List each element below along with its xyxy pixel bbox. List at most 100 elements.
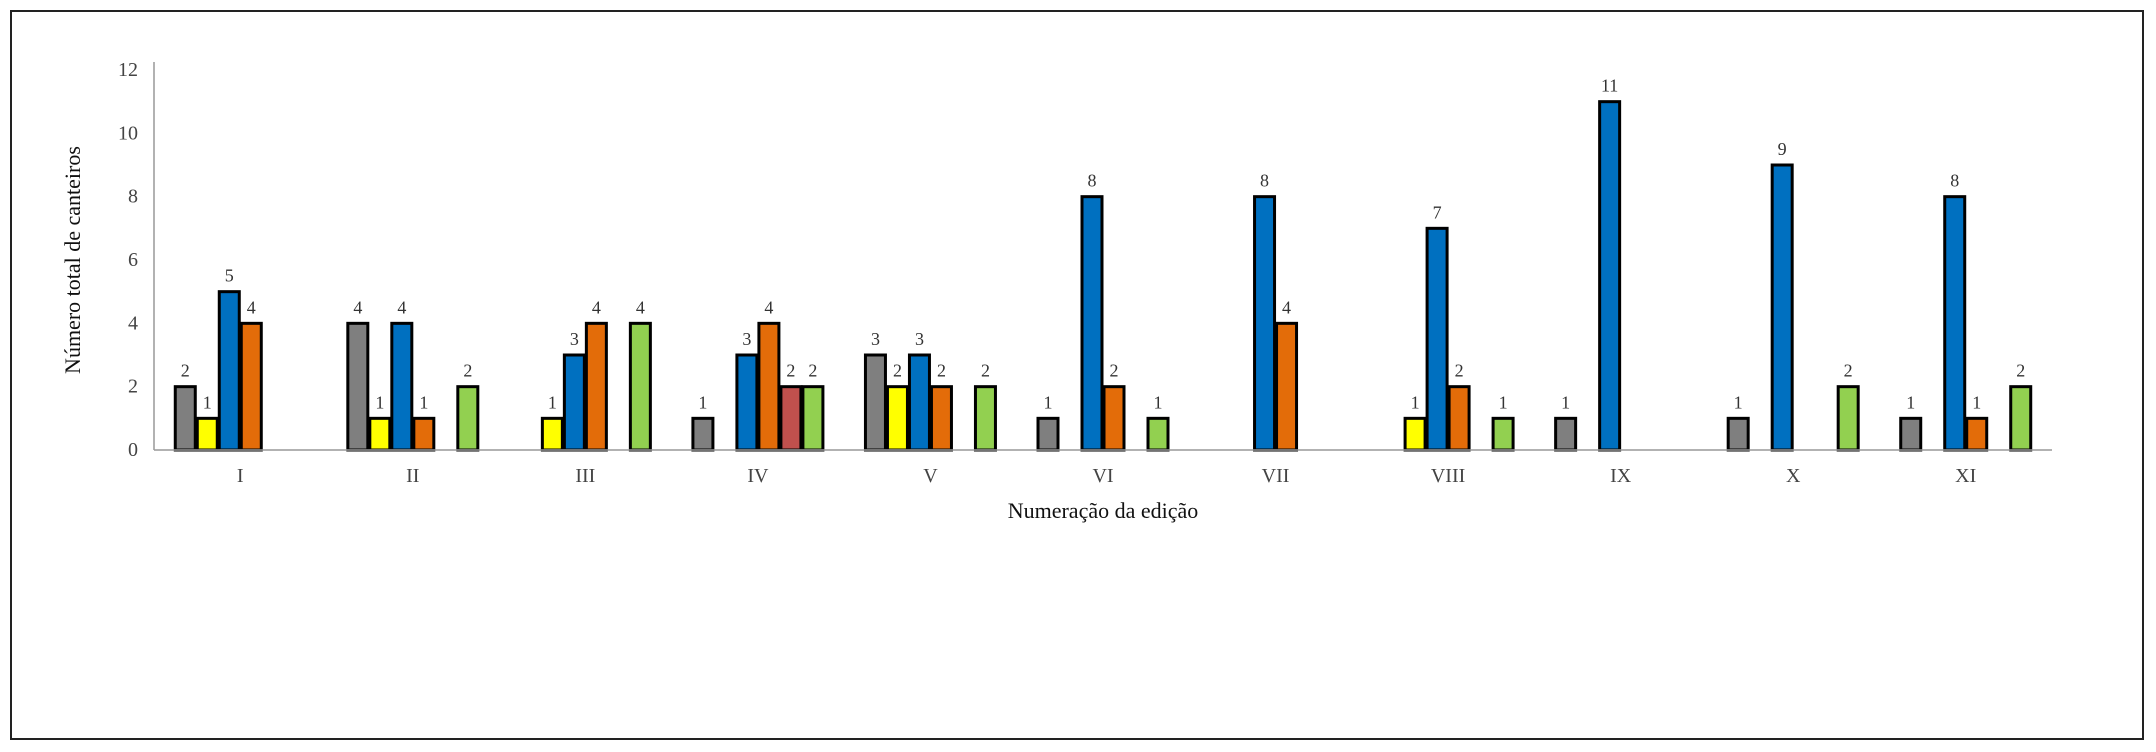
bar xyxy=(412,416,436,452)
bar xyxy=(929,385,953,452)
bar xyxy=(2009,385,2033,452)
bar xyxy=(735,353,759,452)
bar xyxy=(390,321,414,452)
data-label: 2 xyxy=(463,361,472,381)
bar xyxy=(779,385,803,452)
x-tick-label: VII xyxy=(1262,465,1290,487)
data-label: 7 xyxy=(1433,202,1442,222)
bar xyxy=(1554,416,1578,452)
y-axis-ticks: 0 2 4 6 8 10 12 xyxy=(118,59,138,461)
data-label: 4 xyxy=(592,297,601,317)
data-label: 2 xyxy=(981,361,990,381)
data-label: 2 xyxy=(1110,361,1119,381)
data-label: 4 xyxy=(397,297,406,317)
data-label: 4 xyxy=(764,297,773,317)
bar xyxy=(562,353,586,452)
y-tick-label: 0 xyxy=(128,439,138,461)
bars xyxy=(173,100,2033,452)
bar xyxy=(1598,100,1622,452)
y-tick-label: 6 xyxy=(128,249,138,271)
y-tick-label: 2 xyxy=(128,376,138,398)
bar xyxy=(368,416,392,452)
x-tick-label: X xyxy=(1786,465,1801,487)
x-axis-title: Numeração da edição xyxy=(1008,498,1199,523)
x-tick-label: VIII xyxy=(1431,465,1465,487)
bar xyxy=(1253,195,1277,452)
y-tick-label: 12 xyxy=(118,59,138,81)
data-label: 5 xyxy=(225,266,234,286)
bar xyxy=(1491,416,1515,452)
bar xyxy=(1102,385,1126,452)
x-tick-label: III xyxy=(575,465,595,487)
data-label: 4 xyxy=(247,297,256,317)
bar xyxy=(628,321,652,452)
y-tick-label: 10 xyxy=(118,122,138,144)
bar xyxy=(863,353,887,452)
bar xyxy=(1036,416,1060,452)
bar xyxy=(1080,195,1104,452)
bar xyxy=(1447,385,1471,452)
bar xyxy=(1726,416,1750,452)
y-axis-title: Número total de canteiros xyxy=(60,146,85,374)
data-label: 1 xyxy=(1972,392,1981,412)
bar xyxy=(173,385,197,452)
data-label: 8 xyxy=(1950,171,1959,191)
bar xyxy=(801,385,825,452)
bar xyxy=(885,385,909,452)
bar xyxy=(239,321,263,452)
y-tick-label: 8 xyxy=(128,186,138,208)
data-label: 1 xyxy=(1499,392,1508,412)
data-label: 2 xyxy=(1455,361,1464,381)
data-label: 9 xyxy=(1778,139,1787,159)
data-label: 1 xyxy=(375,392,384,412)
bar xyxy=(757,321,781,452)
bar xyxy=(217,290,241,452)
bar xyxy=(1943,195,1967,452)
data-label: 3 xyxy=(871,329,880,349)
data-label: 1 xyxy=(1561,392,1570,412)
data-label: 1 xyxy=(419,392,428,412)
data-label: 1 xyxy=(1734,392,1743,412)
bar xyxy=(1770,163,1794,452)
data-label: 4 xyxy=(636,297,645,317)
bar xyxy=(1275,321,1299,452)
data-label: 1 xyxy=(1044,392,1053,412)
x-tick-label: II xyxy=(406,465,419,487)
bar xyxy=(907,353,931,452)
data-label: 8 xyxy=(1260,171,1269,191)
data-label: 2 xyxy=(937,361,946,381)
bar xyxy=(973,385,997,452)
data-label: 2 xyxy=(181,361,190,381)
data-label: 4 xyxy=(1282,297,1291,317)
bar xyxy=(1403,416,1427,452)
x-tick-label: IX xyxy=(1610,465,1632,487)
data-label: 8 xyxy=(1088,171,1097,191)
data-label: 2 xyxy=(893,361,902,381)
data-label: 1 xyxy=(1154,392,1163,412)
x-tick-label: I xyxy=(237,465,244,487)
bar xyxy=(584,321,608,452)
bar xyxy=(456,385,480,452)
data-label: 2 xyxy=(2016,361,2025,381)
data-label: 2 xyxy=(786,361,795,381)
x-axis-ticks: I II III IV V VI VII VIII IX X XI xyxy=(237,465,1976,487)
data-label: 3 xyxy=(915,329,924,349)
data-label: 1 xyxy=(203,392,212,412)
data-label: 2 xyxy=(1844,361,1853,381)
x-tick-label: V xyxy=(923,465,938,487)
bar xyxy=(1836,385,1860,452)
data-label: 2 xyxy=(808,361,817,381)
x-tick-label: IV xyxy=(747,465,769,487)
bar xyxy=(1425,226,1449,452)
data-label: 3 xyxy=(570,329,579,349)
data-label: 1 xyxy=(1906,392,1915,412)
data-label: 4 xyxy=(353,297,362,317)
bar xyxy=(195,416,219,452)
x-tick-label: VI xyxy=(1092,465,1113,487)
bar xyxy=(346,321,370,452)
data-label: 3 xyxy=(742,329,751,349)
bar xyxy=(540,416,564,452)
y-tick-label: 4 xyxy=(128,312,138,334)
